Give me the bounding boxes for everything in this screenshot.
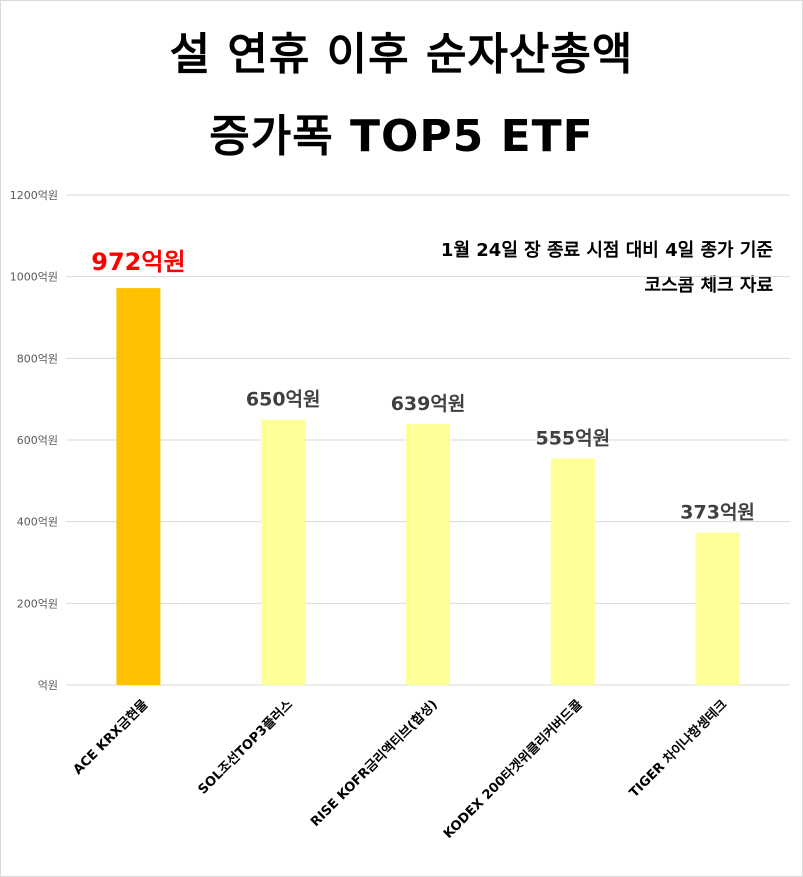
x-axis-ticks: ACE KRX금현물 SOL조선TOP3플러스 RISE KOFR금리액티브(합성)…: [70, 696, 731, 841]
y-tick-label: 억원: [38, 679, 58, 692]
annotation-source: 코스콤 체크 자료: [644, 275, 773, 296]
bars: [116, 288, 740, 685]
bar-1: [116, 288, 161, 685]
y-tick-label: 200억원: [17, 597, 58, 610]
y-tick-label: 1200억원: [10, 189, 58, 202]
y-axis-ticks: 억원 200억원 400억원 600억원 800억원 1000억원 1200억원: [10, 189, 58, 692]
annotation-basis: 1월 24일 장 종료 시점 대비 4일 종가 기준: [440, 240, 773, 261]
data-label-3: 639억원: [391, 393, 466, 415]
data-label-4: 555억원: [535, 427, 610, 449]
data-label-5: 373억원: [680, 502, 755, 524]
chart-title-line1: 설 연휴 이후 순자산총액: [169, 29, 634, 80]
y-tick-label: 800억원: [17, 352, 58, 365]
bar-2: [261, 419, 306, 685]
chart-title-line2: 증가폭 TOP5 ETF: [209, 111, 594, 162]
bar-5: [695, 532, 740, 685]
bar-4: [550, 458, 595, 685]
data-label-2: 650억원: [246, 389, 321, 411]
data-label-1: 972억원: [91, 248, 185, 276]
x-tick-label-3: RISE KOFR금리액티브(합성): [307, 697, 440, 830]
bar-3: [406, 424, 450, 685]
x-tick-label-2: SOL조선TOP3플러스: [195, 696, 296, 797]
data-labels: 972억원 650억원 639억원 555억원 373억원: [91, 248, 755, 524]
y-tick-label: 1000억원: [10, 271, 58, 284]
x-tick-label-1: ACE KRX금현물: [70, 696, 151, 777]
x-tick-label-4: KODEX 200타겟위클리커버드콜: [440, 696, 585, 841]
y-tick-label: 400억원: [17, 516, 58, 529]
y-tick-label: 600억원: [17, 434, 58, 447]
x-tick-label-5: TIGER 차이나항셍테크: [626, 696, 730, 800]
